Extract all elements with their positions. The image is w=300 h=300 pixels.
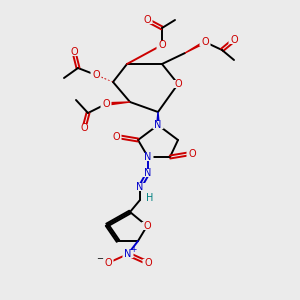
FancyBboxPatch shape	[172, 80, 184, 88]
Text: N: N	[144, 168, 152, 178]
FancyBboxPatch shape	[142, 16, 152, 24]
Text: O: O	[92, 70, 100, 80]
Text: O: O	[174, 79, 182, 89]
FancyBboxPatch shape	[142, 169, 154, 177]
FancyBboxPatch shape	[134, 183, 146, 191]
FancyBboxPatch shape	[100, 100, 112, 108]
Text: O: O	[143, 15, 151, 25]
Text: O: O	[143, 221, 151, 231]
Text: O: O	[102, 99, 110, 109]
Text: O: O	[230, 35, 238, 45]
FancyBboxPatch shape	[187, 150, 197, 158]
FancyBboxPatch shape	[103, 259, 113, 267]
FancyBboxPatch shape	[142, 153, 154, 161]
Text: O: O	[188, 149, 196, 159]
Text: O: O	[112, 132, 120, 142]
Text: O: O	[80, 123, 88, 133]
Text: N: N	[136, 182, 144, 192]
FancyBboxPatch shape	[146, 194, 154, 202]
Text: O: O	[201, 37, 209, 47]
FancyBboxPatch shape	[152, 121, 164, 129]
FancyBboxPatch shape	[91, 71, 101, 79]
Text: O: O	[158, 40, 166, 50]
FancyBboxPatch shape	[122, 250, 134, 258]
Polygon shape	[106, 102, 130, 105]
Text: N: N	[154, 120, 162, 130]
Polygon shape	[185, 41, 206, 53]
Text: O: O	[144, 258, 152, 268]
FancyBboxPatch shape	[79, 124, 89, 132]
Text: −: −	[97, 254, 104, 263]
Text: O: O	[70, 47, 78, 57]
Text: +: +	[130, 245, 136, 254]
Text: N: N	[124, 249, 132, 259]
FancyBboxPatch shape	[229, 36, 239, 44]
FancyBboxPatch shape	[110, 133, 122, 141]
Text: O: O	[104, 258, 112, 268]
FancyBboxPatch shape	[157, 41, 167, 49]
Text: H: H	[146, 193, 154, 203]
FancyBboxPatch shape	[200, 38, 211, 46]
FancyBboxPatch shape	[142, 222, 152, 230]
Text: N: N	[144, 152, 152, 162]
Polygon shape	[157, 112, 159, 125]
FancyBboxPatch shape	[68, 48, 80, 56]
FancyBboxPatch shape	[142, 259, 154, 267]
